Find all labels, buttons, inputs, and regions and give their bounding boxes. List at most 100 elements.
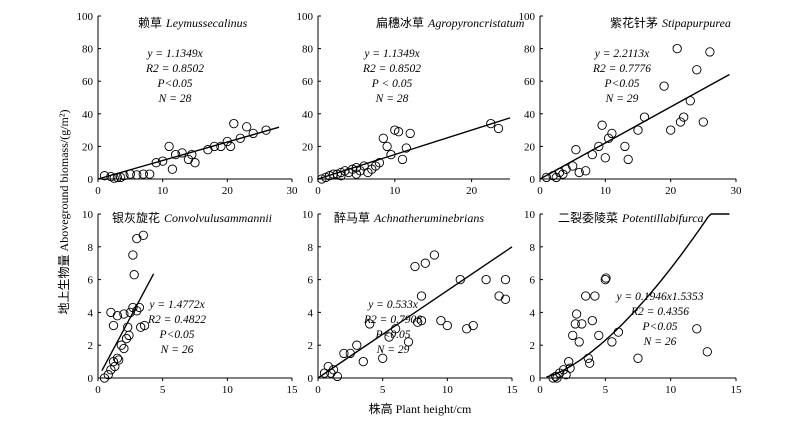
data-point — [574, 167, 584, 178]
data-point — [607, 128, 617, 139]
data-point — [620, 141, 630, 152]
data-point — [702, 347, 712, 357]
data-point — [138, 169, 148, 179]
data-point — [410, 261, 420, 272]
data-point — [125, 169, 135, 179]
y-tick-label: 0 — [308, 373, 314, 385]
y-tick-label: 0 — [530, 373, 536, 385]
y-tick-label: 60 — [82, 76, 94, 88]
y-tick-label: 10 — [302, 209, 314, 221]
data-point — [568, 161, 578, 171]
data-point — [416, 315, 427, 326]
data-point — [679, 112, 689, 122]
annotation-line: N = 26 — [160, 344, 194, 356]
data-point — [403, 337, 414, 347]
panel-title-cn: 银灰旋花 — [112, 210, 160, 225]
data-point — [486, 118, 496, 129]
panel-title-cn: 醉马草 — [334, 210, 370, 225]
data-point — [583, 353, 593, 363]
y-tick-label: 40 — [82, 109, 94, 121]
panel-4: 0 2 4 6 8 10 0 5 10 15 银灰旋花 Convolvulusammannii y = … — [82, 209, 298, 396]
data-point — [600, 274, 610, 285]
data-point — [119, 309, 129, 319]
data-point — [416, 291, 427, 301]
panel-title-cn: 赖草 — [138, 16, 162, 30]
annotation-line: P < 0.05 — [371, 78, 413, 90]
y-tick-label: 100 — [519, 11, 536, 23]
data-point — [139, 320, 150, 331]
data-point — [203, 145, 213, 155]
x-tick-label: 15 — [287, 384, 299, 396]
y-tick-label: 60 — [302, 76, 314, 88]
data-point — [666, 125, 676, 135]
data-point — [692, 324, 702, 334]
data-point — [106, 307, 116, 318]
annotation-line: y = 2.2113x — [594, 48, 650, 60]
annotation-line: y = 1.4772x — [148, 299, 205, 311]
fit-line — [546, 213, 730, 378]
data-point — [222, 136, 232, 147]
data-point — [132, 306, 142, 316]
data-point — [132, 233, 142, 244]
data-point — [128, 250, 138, 260]
data-point — [378, 353, 388, 363]
annotation-line: R2 = 0.8502 — [145, 63, 204, 75]
data-point — [345, 348, 355, 359]
data-point — [462, 324, 472, 334]
y-tick-label: 8 — [308, 242, 314, 254]
data-point — [585, 358, 595, 368]
x-tick-label: 30 — [287, 185, 299, 197]
data-point — [481, 274, 491, 285]
data-point — [600, 153, 610, 163]
data-point — [597, 120, 607, 130]
data-point — [190, 158, 200, 168]
annotation-line: P<0.05 — [157, 78, 193, 90]
data-point — [500, 294, 511, 304]
data-point — [112, 172, 123, 183]
data-point — [114, 355, 124, 365]
x-tick-label: 20 — [665, 185, 677, 197]
data-point — [500, 274, 511, 285]
data-point — [393, 127, 404, 137]
panel-title-latin: Leymussecalinus — [165, 16, 248, 30]
data-point — [164, 141, 174, 152]
y-tick-label: 2 — [530, 340, 536, 352]
data-point — [558, 169, 568, 179]
annotation-line: R2 = 0.8502 — [362, 63, 421, 75]
x-tick-label: 15 — [731, 384, 743, 396]
data-point — [382, 141, 392, 152]
data-point — [378, 133, 388, 143]
x-axis-label: 株高 Plant height/cm — [369, 401, 472, 416]
data-point — [145, 169, 155, 179]
panel-title-cn: 扁穗冰草 — [376, 16, 424, 30]
annotation-line: y = 0.1946x1.5353 — [616, 291, 704, 303]
annotation-line: R2 = 0.7776 — [592, 63, 651, 75]
panel-title: 二裂委陵菜 Potentillabifurca — [558, 211, 704, 225]
data-point — [698, 117, 708, 127]
annotation-line: N = 28 — [375, 93, 409, 105]
data-point — [209, 141, 220, 152]
data-point — [558, 365, 569, 375]
data-point — [675, 117, 686, 127]
data-point — [336, 171, 346, 181]
data-point — [242, 122, 252, 132]
data-point — [494, 291, 504, 301]
x-tick-label: 15 — [507, 384, 519, 396]
data-point — [374, 158, 385, 168]
data-point — [705, 47, 715, 57]
data-point — [229, 118, 239, 129]
y-tick-label: 20 — [524, 141, 536, 153]
data-point — [323, 361, 333, 372]
data-point — [659, 81, 669, 91]
data-point — [571, 145, 581, 155]
y-tick-label: 4 — [88, 307, 94, 319]
data-point — [692, 65, 702, 75]
data-point — [339, 348, 349, 359]
x-tick-label: 5 — [160, 384, 166, 396]
x-tick-label: 0 — [315, 384, 321, 396]
x-tick-label: 0 — [537, 185, 543, 197]
data-point — [571, 309, 582, 319]
y-tick-label: 20 — [302, 141, 314, 153]
panel-title: 醉马草 Achnatheruminebrians — [334, 210, 484, 225]
